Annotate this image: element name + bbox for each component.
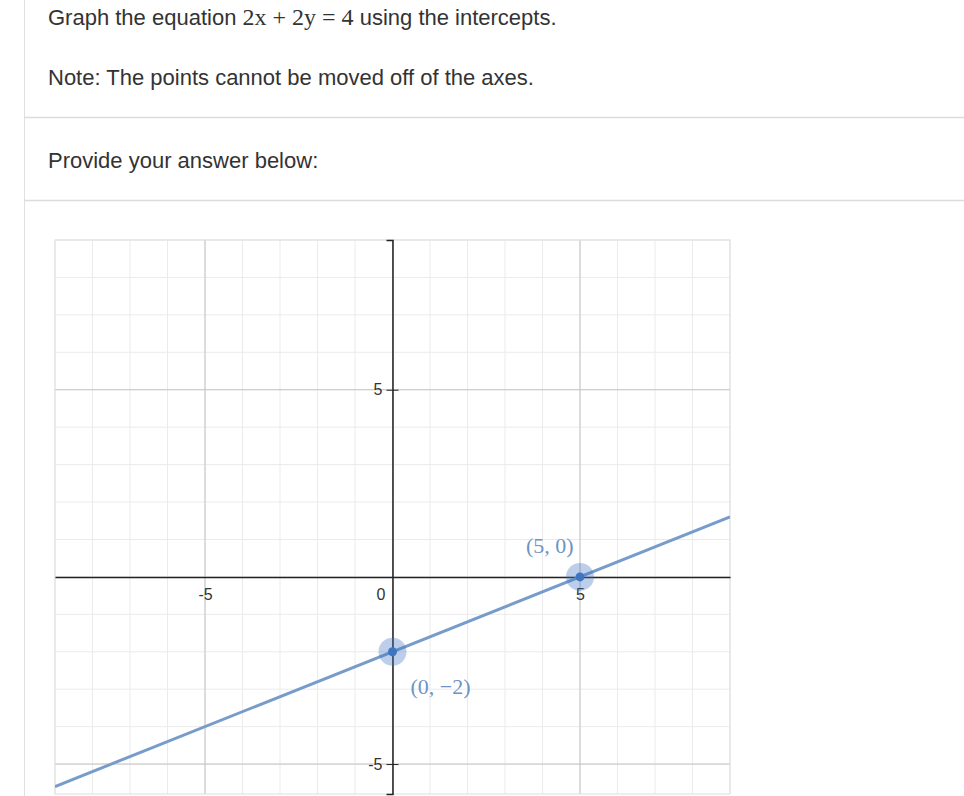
page: Graph the equation 2x + 2y = 4 using the… <box>0 0 964 796</box>
minor-grid-line <box>167 240 168 794</box>
point-label: (5, 0) <box>526 533 574 558</box>
equation: 2x + 2y = 4 <box>242 4 353 30</box>
plot-frame <box>55 240 730 794</box>
minor-grid-line <box>467 240 468 794</box>
question-text: using the intercepts. <box>354 5 557 30</box>
minor-grid-line <box>280 240 281 794</box>
minor-grid-line <box>130 240 131 794</box>
y-tick-mark <box>387 764 399 765</box>
point-labels: (0, −2) (5, 0) <box>411 533 574 699</box>
minor-grid-line <box>205 240 206 794</box>
x-tick: -5 <box>198 586 212 603</box>
separator <box>24 200 964 202</box>
point-halo <box>566 563 594 591</box>
grid-line <box>205 240 206 794</box>
minor-grid-line <box>92 240 93 794</box>
minor-grid <box>55 240 730 794</box>
x-tick-label: -5 <box>198 586 212 603</box>
point-halo <box>379 638 407 666</box>
minor-grid-line <box>317 240 318 794</box>
grid-line <box>580 240 581 794</box>
minor-grid-line <box>355 240 356 794</box>
point-label: (0, −2) <box>411 674 471 699</box>
note: Note: The points cannot be moved off of … <box>48 65 534 90</box>
minor-grid-line <box>617 240 618 794</box>
y-tick-label: 5 <box>374 381 383 398</box>
minor-grid-line <box>505 240 506 794</box>
minor-grid-line <box>692 240 693 794</box>
minor-grid-line <box>542 240 543 794</box>
x-tick: 0 <box>377 586 386 603</box>
point[interactable] <box>576 572 585 581</box>
y-tick-mark <box>387 390 399 391</box>
prompt: Provide your answer below: <box>48 148 318 173</box>
marks <box>55 517 730 787</box>
x-tick-label: 0 <box>377 586 386 603</box>
minor-grid-line <box>580 240 581 794</box>
y-tick: -5 <box>368 756 398 773</box>
minor-grid-line <box>655 240 656 794</box>
left-border <box>24 0 25 796</box>
plot-background <box>55 240 730 794</box>
y-tick: 5 <box>374 381 399 398</box>
question-text: Graph the equation <box>48 5 242 30</box>
question: Graph the equation 2x + 2y = 4 using the… <box>48 4 557 30</box>
line <box>55 517 730 787</box>
minor-grid-line <box>430 240 431 794</box>
separator <box>24 117 964 119</box>
grid <box>55 240 730 794</box>
y-axis-line <box>387 241 394 795</box>
y-axis: -5 5 <box>368 241 398 795</box>
y-tick-label: -5 <box>368 756 382 773</box>
point[interactable] <box>388 647 397 656</box>
